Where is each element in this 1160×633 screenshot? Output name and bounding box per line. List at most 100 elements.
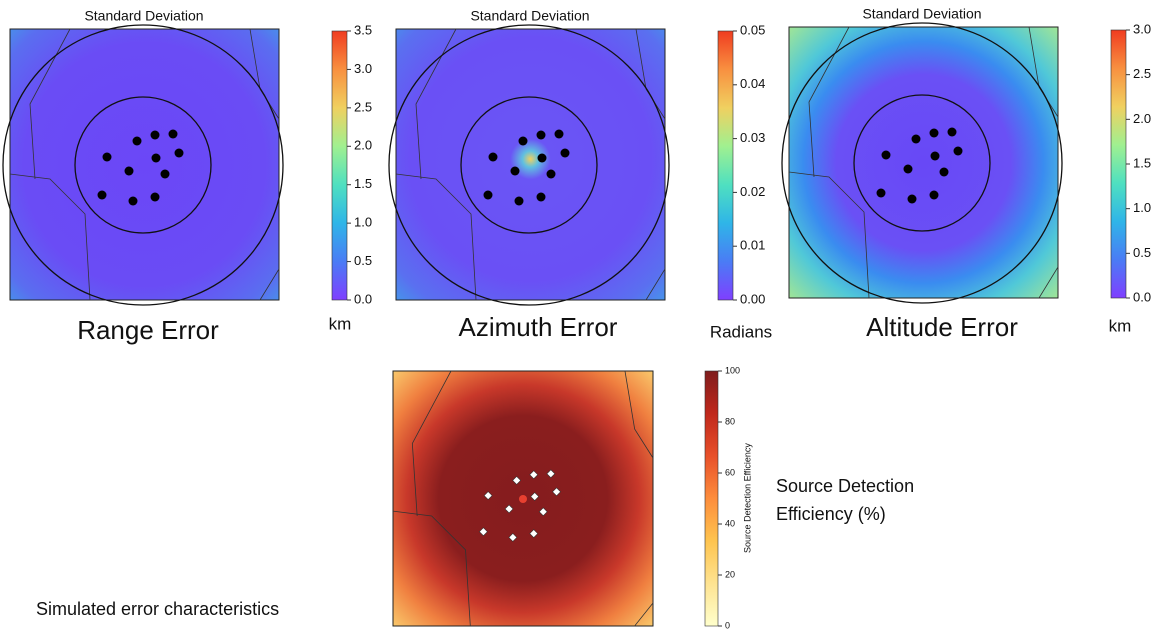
chart-title: Standard Deviation [862,6,981,22]
station [876,188,886,198]
colorbar-tick-label: 1.0 [354,215,372,230]
station [97,190,107,200]
station [529,529,539,539]
border-line [392,370,471,627]
station [929,128,939,138]
heatmap-field [788,26,1059,299]
range-ring [781,22,1063,304]
station [512,475,522,485]
panel: Standard Deviation 0.0 0.5 1.0 1.5 2.0 2.5 3.0 3… [2,8,372,345]
range-ring [460,96,598,234]
station [552,487,561,497]
station [939,167,949,177]
station [518,136,528,146]
colorbar-tick-label: 2.5 [354,99,372,114]
colorbar [704,370,719,627]
station [530,492,540,501]
station [947,127,957,137]
colorbar-tick-label: 40 [725,518,735,528]
chart-caption: Azimuth Error [459,312,618,342]
colorbar-tick-label: 3.5 [354,22,372,37]
station [546,169,556,179]
station [128,196,138,206]
colorbar-label: Source Detection Efficiency [742,443,752,553]
colorbar-tick-label: 0.0 [1133,289,1151,304]
station [150,192,160,202]
station [930,151,940,161]
colorbar-tick-label: 3.0 [1133,21,1151,36]
chart-title: Standard Deviation [84,8,203,24]
range-ring [2,24,284,306]
station [536,130,546,140]
colorbar-tick-label: 1.0 [1133,200,1151,215]
colorbar-tick-label: 0.01 [740,238,765,253]
caption-line: Source Detection [776,476,914,496]
station [478,527,488,537]
station [510,166,520,176]
panel: Standard Deviation 0.0 0.5 1.0 1.5 2.0 2.5 3.0 k… [781,6,1151,342]
station [881,150,891,160]
colorbar-tick-label: 1.5 [1133,155,1151,170]
colorbar-label: Radians [710,322,772,341]
station [124,166,134,176]
colorbar-tick-label: 20 [725,569,735,579]
caption-line: Efficiency (%) [776,504,886,524]
source [519,495,527,503]
chart-caption: Range Error [77,315,219,345]
colorbar-tick-label: 0.5 [1133,245,1151,260]
station [483,491,493,501]
station [529,470,539,480]
colorbar-tick-label: 2.0 [1133,111,1151,126]
station [903,164,913,174]
colorbar-tick-label: 0.04 [740,76,765,91]
colorbar-tick-label: 80 [725,416,735,426]
colorbar-label: km [329,314,352,333]
colorbar [331,30,348,301]
colorbar-tick-label: 0.00 [740,291,765,306]
range-ring [74,96,212,234]
colorbar-tick-label: 100 [725,365,740,375]
station [546,469,556,479]
chart-caption: Source Detection Efficiency (%) [776,476,914,524]
colorbar [1110,29,1127,299]
colorbar-tick-label: 2.0 [354,138,372,153]
station [554,129,564,139]
station [151,153,161,163]
colorbar-tick-label: 0.05 [740,22,765,37]
station [168,129,178,139]
station [488,152,498,162]
range-ring [388,24,670,306]
station [483,190,493,200]
colorbar-tick-label: 60 [725,467,735,477]
station [929,190,939,200]
station [907,194,917,204]
colorbar-tick-label: 1.5 [354,176,372,191]
colorbar [717,30,734,301]
station [508,532,518,542]
chart-caption: Altitude Error [866,312,1018,342]
colorbar-tick-label: 2.5 [1133,66,1151,81]
heatmap-field [9,28,280,301]
colorbar-tick-label: 0.5 [354,253,372,268]
station [514,196,524,206]
panel: 0 20 40 60 80 100 Source Detection Efficiency S… [392,365,914,630]
station [536,192,546,202]
station [174,148,184,158]
colorbar-tick-label: 0.0 [354,291,372,306]
station [132,136,142,146]
station [560,148,570,158]
chart-title: Standard Deviation [470,8,589,24]
station [160,169,170,179]
colorbar-tick-label: 0.03 [740,130,765,145]
colorbar-label: km [1109,316,1132,335]
range-ring [853,94,991,232]
station [537,153,547,163]
heatmap-field [395,28,666,301]
colorbar-tick-label: 0 [725,620,730,630]
station [911,134,921,144]
station [102,152,112,162]
panel: Standard Deviation 0.00 0.01 0.02 0.03 0.04 0.… [388,8,772,342]
station [953,146,963,156]
border-line [624,370,654,627]
